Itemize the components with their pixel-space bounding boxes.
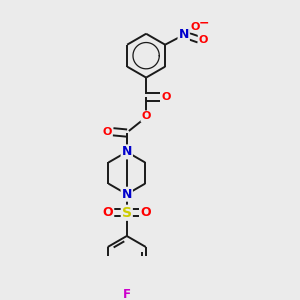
Text: N: N	[122, 146, 132, 158]
Text: O: O	[199, 34, 208, 44]
Text: N: N	[122, 188, 132, 201]
Text: O: O	[161, 92, 171, 102]
Text: N: N	[178, 28, 189, 41]
Text: O: O	[102, 127, 112, 137]
Text: O: O	[140, 206, 151, 219]
Text: O: O	[190, 22, 200, 32]
Text: S: S	[122, 206, 132, 220]
Text: F: F	[123, 287, 131, 300]
Text: −: −	[198, 16, 209, 29]
Text: O: O	[103, 206, 113, 219]
Text: O: O	[141, 111, 151, 121]
